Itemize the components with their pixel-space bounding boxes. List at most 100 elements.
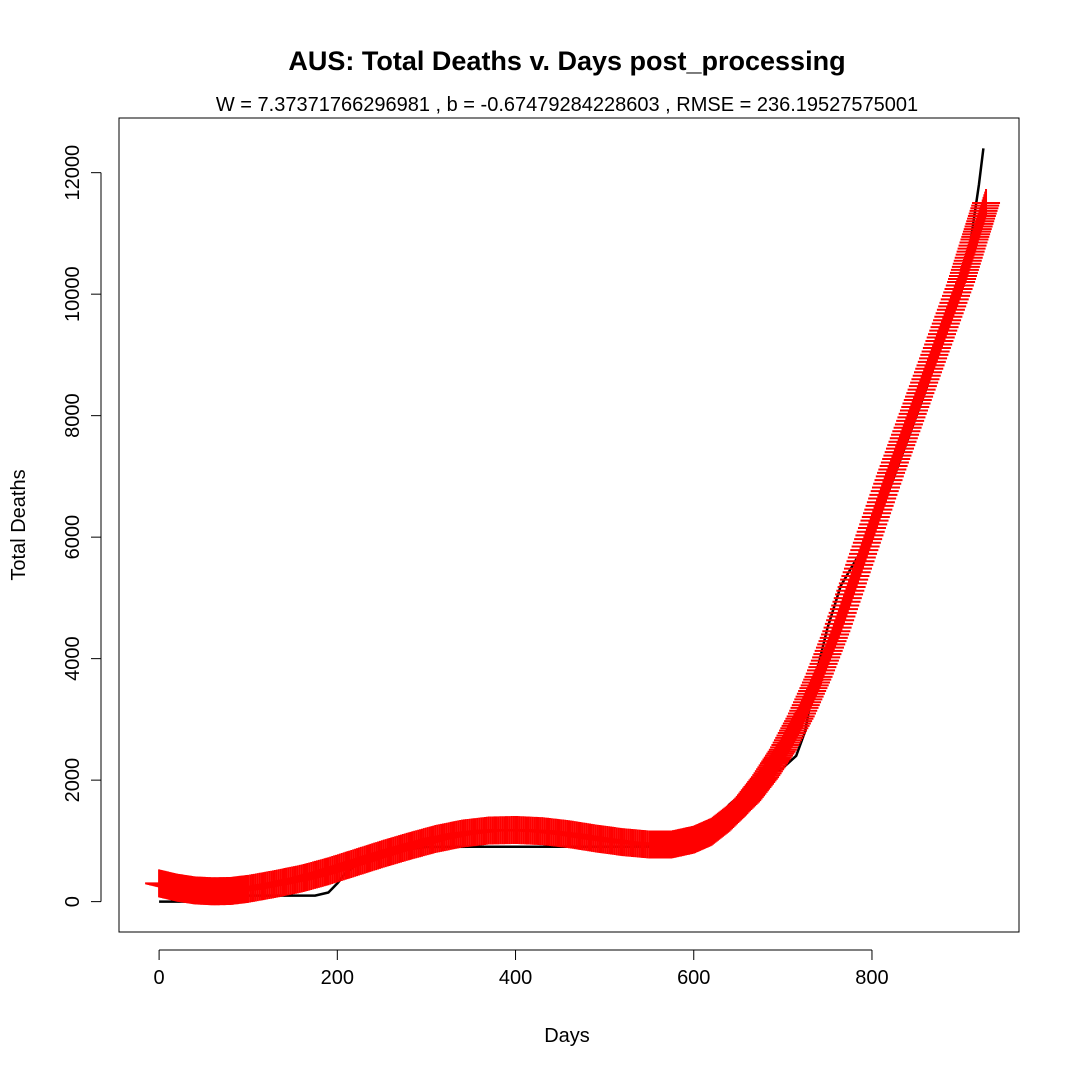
y-tick-label: 6000 bbox=[62, 515, 84, 560]
fitted-marker bbox=[846, 547, 875, 576]
fitted-marker bbox=[855, 521, 884, 550]
fitted-marker bbox=[917, 347, 946, 376]
fitted-marker bbox=[883, 441, 912, 470]
fitted-marker bbox=[903, 386, 932, 415]
fitted-marker bbox=[878, 455, 907, 484]
fitted-marker bbox=[888, 427, 917, 456]
fitted-marker bbox=[861, 502, 890, 531]
y-tick-label: 4000 bbox=[62, 636, 84, 681]
fitted-marker bbox=[847, 543, 876, 572]
fitted-marker bbox=[877, 458, 906, 487]
series-markers-fitted bbox=[145, 189, 1001, 906]
fitted-marker bbox=[921, 337, 950, 366]
fitted-marker bbox=[941, 281, 970, 310]
fitted-marker bbox=[922, 333, 951, 362]
y-axis-label: Total Deaths bbox=[8, 469, 30, 580]
fitted-marker bbox=[892, 417, 921, 446]
fitted-marker bbox=[849, 539, 878, 568]
fitted-marker bbox=[827, 602, 856, 631]
fitted-marker bbox=[765, 741, 794, 770]
fitted-marker bbox=[913, 358, 942, 387]
fitted-marker bbox=[860, 506, 889, 535]
fitted-marker bbox=[828, 598, 857, 627]
x-tick-label: 200 bbox=[321, 967, 354, 989]
plot-area-frame bbox=[118, 117, 1020, 933]
x-tick-label: 0 bbox=[154, 967, 165, 989]
fitted-marker bbox=[926, 323, 955, 352]
fitted-marker bbox=[934, 302, 963, 331]
fitted-marker bbox=[924, 330, 953, 359]
fitted-marker bbox=[897, 403, 926, 432]
fitted-marker bbox=[873, 469, 902, 498]
fitted-marker bbox=[931, 309, 960, 338]
fitted-marker bbox=[938, 292, 967, 321]
y-tick-label: 2000 bbox=[62, 758, 84, 803]
fitted-marker bbox=[869, 480, 898, 509]
fitted-marker bbox=[871, 473, 900, 502]
fitted-marker bbox=[930, 313, 959, 342]
x-axis: 0 200 400 600 800 bbox=[154, 949, 889, 989]
fitted-marker bbox=[840, 565, 869, 594]
fitted-marker bbox=[896, 406, 925, 435]
y-tick-label: 12000 bbox=[62, 145, 84, 201]
fitted-marker bbox=[910, 368, 939, 397]
x-tick-label: 600 bbox=[677, 967, 710, 989]
fitted-marker bbox=[915, 354, 944, 383]
y-tick-label: 0 bbox=[62, 896, 84, 907]
fitted-marker bbox=[826, 606, 855, 635]
x-tick-label: 400 bbox=[499, 967, 532, 989]
fitted-marker bbox=[851, 532, 880, 561]
fitted-marker bbox=[832, 587, 861, 616]
fitted-marker bbox=[831, 591, 860, 620]
fitted-marker bbox=[935, 299, 964, 328]
series-layer bbox=[145, 148, 1001, 906]
fitted-marker bbox=[908, 372, 937, 401]
fitted-marker bbox=[919, 344, 948, 373]
fitted-marker bbox=[845, 550, 874, 579]
y-tick-label: 8000 bbox=[62, 393, 84, 438]
chart-subtitle: W = 7.37371766296981 , b = -0.6747928422… bbox=[216, 94, 918, 116]
fitted-marker bbox=[880, 448, 909, 477]
fitted-marker bbox=[843, 554, 872, 583]
fitted-marker bbox=[939, 288, 968, 317]
fitted-marker bbox=[856, 517, 885, 546]
fitted-marker bbox=[864, 495, 893, 524]
fitted-marker bbox=[885, 434, 914, 463]
fitted-marker bbox=[863, 499, 892, 528]
fitted-marker bbox=[889, 424, 918, 453]
fitted-marker bbox=[933, 306, 962, 335]
x-tick-label: 800 bbox=[855, 967, 888, 989]
fitted-marker bbox=[972, 189, 1001, 218]
fitted-marker bbox=[837, 573, 866, 602]
fitted-marker bbox=[865, 491, 894, 520]
fitted-marker bbox=[907, 375, 936, 404]
fitted-marker bbox=[785, 704, 814, 733]
fitted-marker bbox=[936, 295, 965, 324]
fitted-marker bbox=[884, 438, 913, 467]
fitted-marker bbox=[852, 528, 881, 557]
fitted-marker bbox=[857, 514, 886, 543]
fitted-marker bbox=[829, 595, 858, 624]
fitted-marker bbox=[882, 445, 911, 474]
fitted-marker bbox=[898, 399, 927, 428]
y-tick-label: 10000 bbox=[62, 266, 84, 322]
fitted-marker bbox=[835, 580, 864, 609]
fitted-marker bbox=[874, 466, 903, 495]
fitted-marker bbox=[821, 620, 850, 649]
fitted-marker bbox=[854, 525, 883, 554]
fitted-marker bbox=[925, 327, 954, 356]
fitted-marker bbox=[901, 392, 930, 421]
fitted-marker bbox=[927, 320, 956, 349]
fitted-marker bbox=[859, 510, 888, 539]
fitted-marker bbox=[887, 431, 916, 460]
fitted-marker bbox=[929, 316, 958, 345]
fitted-marker bbox=[850, 536, 879, 565]
fitted-marker bbox=[866, 488, 895, 517]
fitted-marker bbox=[912, 361, 941, 390]
fitted-marker bbox=[875, 462, 904, 491]
fitted-marker bbox=[823, 613, 852, 642]
fitted-marker bbox=[899, 396, 928, 425]
fitted-marker bbox=[842, 558, 871, 587]
fitted-marker bbox=[841, 561, 870, 590]
fitted-marker bbox=[920, 340, 949, 369]
